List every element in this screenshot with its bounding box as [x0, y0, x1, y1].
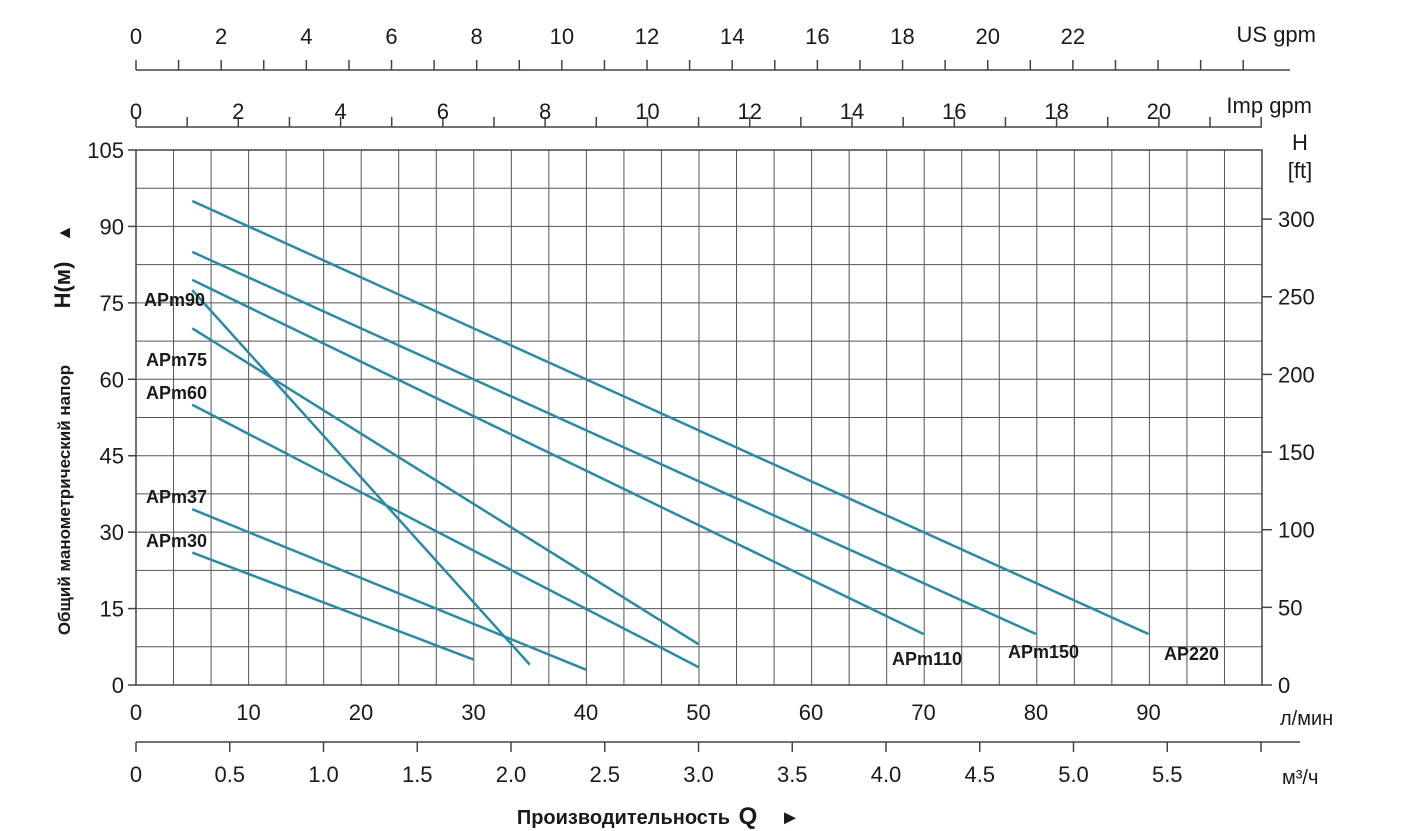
ft-tick-label: 50 — [1278, 595, 1302, 620]
x-tick-label: 60 — [799, 700, 823, 725]
imp-gpm-tick-label: 10 — [635, 99, 659, 124]
us-gpm-tick-label: 16 — [805, 24, 829, 49]
m3h-tick-label: 1.5 — [402, 762, 433, 787]
imp-gpm-tick-label: 16 — [942, 99, 966, 124]
imp-gpm-tick-label: 18 — [1044, 99, 1068, 124]
y-tick-label: 30 — [100, 520, 124, 545]
series-line-apm60 — [191, 403, 700, 669]
series-label-apm90: APm90 — [144, 290, 205, 310]
us-gpm-tick-label: 18 — [890, 24, 914, 49]
x-tick-label: 80 — [1024, 700, 1048, 725]
m3h-tick-label: 0 — [130, 762, 142, 787]
y-axis-symbol: H(м) — [50, 262, 75, 309]
ft-tick-label: 150 — [1278, 440, 1315, 465]
us-gpm-tick-label: 14 — [720, 24, 744, 49]
series-line-apm150 — [191, 250, 1037, 636]
plot-frame — [135, 149, 1263, 686]
m3h-tick-label: 1.0 — [308, 762, 339, 787]
us-gpm-tick-label: 6 — [385, 24, 397, 49]
m3h-tick-label: 4.5 — [964, 762, 995, 787]
y-tick-label: 60 — [100, 367, 124, 392]
imp-gpm-tick-label: 20 — [1147, 99, 1171, 124]
x-tick-label: 90 — [1136, 700, 1160, 725]
series-label-apm37: APm37 — [146, 487, 207, 507]
m3h-tick-label: 3.0 — [683, 762, 714, 787]
us-gpm-tick-label: 0 — [130, 24, 142, 49]
us-gpm-tick-label: 22 — [1061, 24, 1085, 49]
x-tick-label: 70 — [911, 700, 935, 725]
series-line-apm30 — [191, 551, 474, 661]
m3h-tick-label: 0.5 — [214, 762, 245, 787]
axes: 0153045607590105050100150200250300H[ft]0… — [50, 22, 1333, 830]
series-lines — [191, 199, 1150, 671]
ft-tick-label: 300 — [1278, 207, 1315, 232]
x-tick-label: 0 — [130, 700, 142, 725]
x-tick-label: 20 — [349, 700, 373, 725]
m3h-tick-label: 5.5 — [1152, 762, 1183, 787]
x-tick-label: 30 — [461, 700, 485, 725]
series-label-apm110: APm110 — [892, 649, 962, 669]
imp-gpm-unit-label: Imp gpm — [1226, 93, 1312, 118]
x-tick-label: 10 — [236, 700, 260, 725]
y-tick-label: 90 — [100, 214, 124, 239]
series-line-apm110 — [191, 278, 925, 636]
imp-gpm-tick-label: 4 — [334, 99, 346, 124]
ft-tick-label: 250 — [1278, 285, 1315, 310]
series-line-apm75 — [191, 327, 700, 646]
y-axis-arrow-icon: ▲ — [54, 224, 74, 242]
y-tick-label: 15 — [100, 597, 124, 622]
imp-gpm-tick-label: 14 — [840, 99, 864, 124]
m3h-unit-label: м³/ч — [1282, 767, 1318, 789]
y-tick-label: 75 — [100, 291, 124, 316]
series-label-apm75: APm75 — [146, 350, 207, 370]
x-tick-label: 50 — [686, 700, 710, 725]
ft-axis-unit: [ft] — [1288, 158, 1312, 183]
series-label-apm30: APm30 — [146, 531, 207, 551]
imp-gpm-tick-label: 0 — [130, 99, 142, 124]
imp-gpm-tick-label: 8 — [539, 99, 551, 124]
us-gpm-tick-label: 2 — [215, 24, 227, 49]
y-axis-title-text: Общий манометрический напор — [55, 365, 74, 635]
series-line-ap220 — [191, 199, 1150, 636]
x-tick-label: 40 — [574, 700, 598, 725]
y-tick-label: 0 — [112, 673, 124, 698]
y-tick-label: 45 — [100, 444, 124, 469]
x-axis-symbol: Q — [739, 803, 758, 830]
series-label-apm60: APm60 — [146, 383, 207, 403]
us-gpm-unit-label: US gpm — [1237, 22, 1316, 47]
us-gpm-tick-label: 20 — [975, 24, 999, 49]
ft-axis-title: H — [1292, 130, 1308, 155]
grid — [135, 149, 1263, 686]
us-gpm-tick-label: 12 — [635, 24, 659, 49]
us-gpm-tick-label: 4 — [300, 24, 312, 49]
y-tick-label: 105 — [87, 138, 124, 163]
us-gpm-tick-label: 10 — [550, 24, 574, 49]
series-label-ap220: AP220 — [1164, 644, 1219, 664]
ft-tick-label: 200 — [1278, 362, 1315, 387]
series-line-apm37 — [191, 508, 587, 671]
m3h-tick-label: 4.0 — [871, 762, 902, 787]
y-axis-title: Общий манометрический напор H(м) ▲ — [50, 224, 75, 635]
x-axis-arrow-icon: ► — [780, 807, 800, 829]
m3h-tick-label: 2.5 — [589, 762, 620, 787]
m3h-tick-label: 5.0 — [1058, 762, 1089, 787]
imp-gpm-tick-label: 6 — [437, 99, 449, 124]
m3h-tick-label: 3.5 — [777, 762, 808, 787]
ft-tick-label: 0 — [1278, 673, 1290, 698]
labels: APm30 APm37 APm60 APm75 APm90 APm110 APm150 AP2… — [144, 290, 1219, 669]
x-axis-title-text: Производительность — [517, 807, 730, 829]
series-line-apm90 — [191, 289, 531, 666]
imp-gpm-tick-label: 12 — [737, 99, 761, 124]
series-label-apm150: APm150 — [1008, 642, 1079, 662]
m3h-tick-label: 2.0 — [496, 762, 527, 787]
us-gpm-tick-label: 8 — [471, 24, 483, 49]
ft-tick-label: 100 — [1278, 518, 1315, 543]
x-unit-label: л/мин — [1280, 708, 1333, 730]
imp-gpm-tick-label: 2 — [232, 99, 244, 124]
